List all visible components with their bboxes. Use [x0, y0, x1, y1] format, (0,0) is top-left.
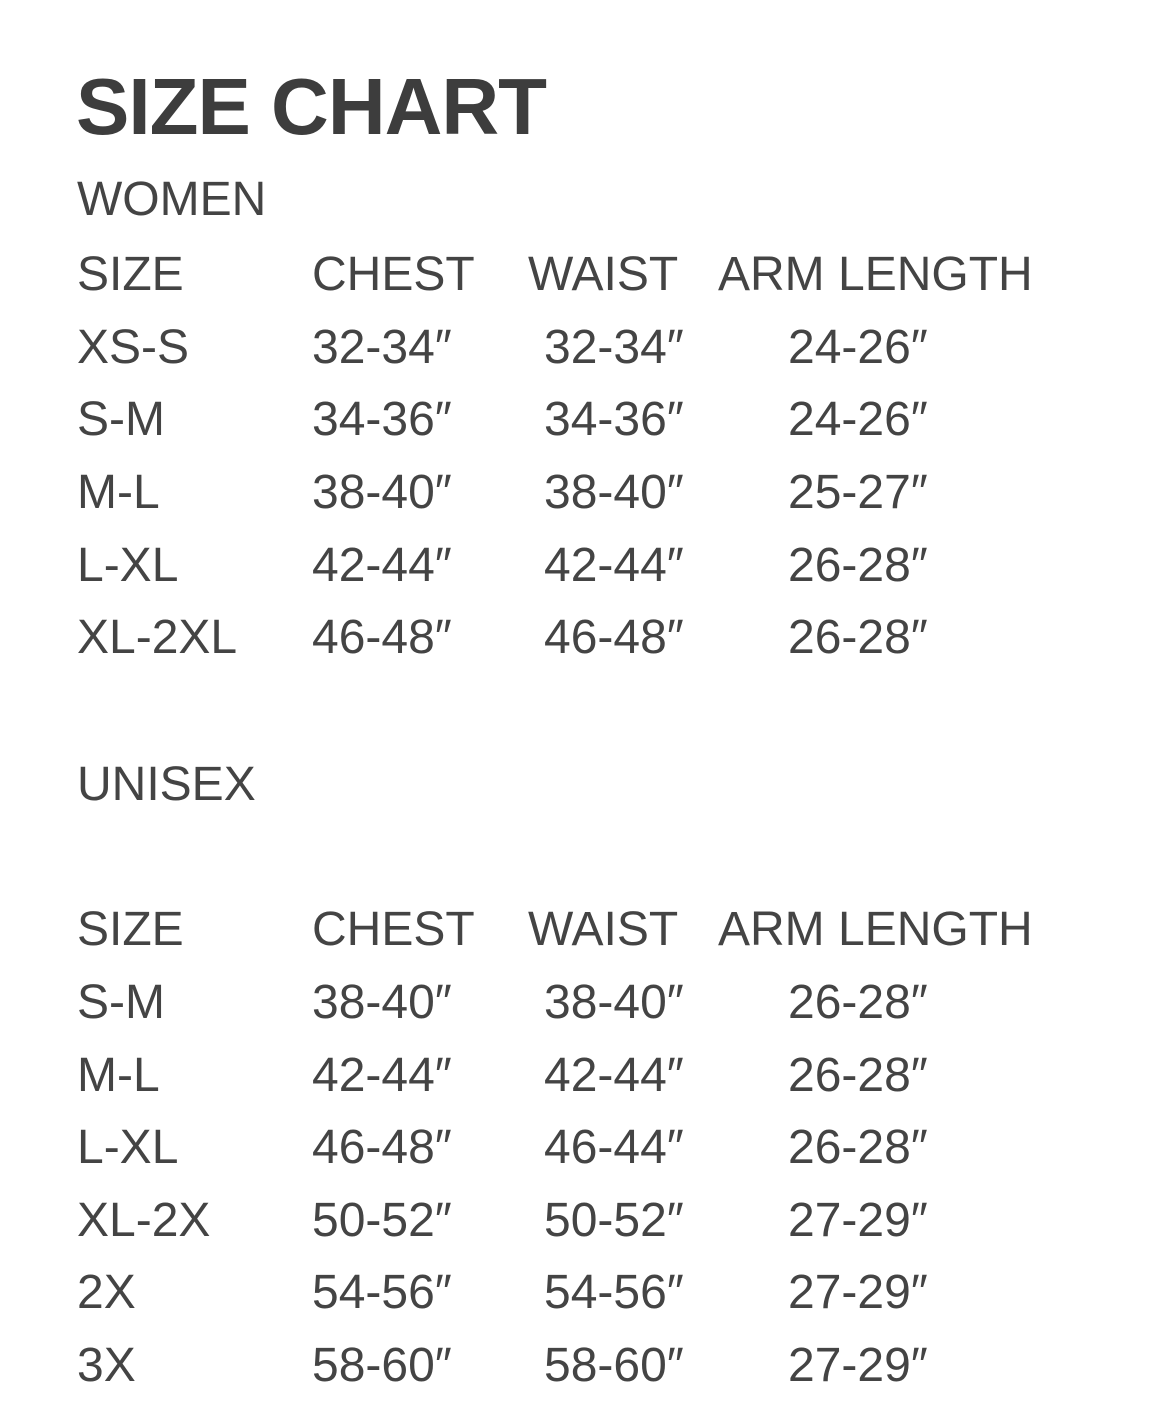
section-label-unisex: UNISEX	[77, 758, 256, 811]
table-cell-waist: 32-34″	[544, 321, 684, 374]
table-cell-arm-length: 26-28″	[788, 976, 928, 1029]
table-cell-waist: 46-44″	[544, 1121, 684, 1174]
table-cell-chest: 50-52″	[312, 1194, 452, 1247]
table-cell-chest: 34-36″	[312, 393, 452, 446]
column-header-waist: WAIST	[528, 248, 679, 301]
table-cell-chest: 46-48″	[312, 611, 452, 664]
table-cell-arm-length: 24-26″	[788, 321, 928, 374]
table-cell-arm-length: 25-27″	[788, 466, 928, 519]
table-cell-waist: 58-60″	[544, 1339, 684, 1392]
table-cell-arm-length: 27-29″	[788, 1266, 928, 1319]
column-header-size: SIZE	[77, 248, 184, 301]
table-cell-size: M-L	[77, 1049, 160, 1102]
table-cell-arm-length: 26-28″	[788, 1121, 928, 1174]
table-cell-waist: 34-36″	[544, 393, 684, 446]
table-cell-size: XL-2XL	[77, 611, 238, 664]
table-cell-chest: 54-56″	[312, 1266, 452, 1319]
table-cell-chest: 42-44″	[312, 539, 452, 592]
column-header-waist: WAIST	[528, 903, 679, 956]
table-cell-waist: 50-52″	[544, 1194, 684, 1247]
table-cell-waist: 54-56″	[544, 1266, 684, 1319]
table-cell-arm-length: 27-29″	[788, 1339, 928, 1392]
table-cell-size: XS-S	[77, 321, 190, 374]
table-cell-arm-length: 26-28″	[788, 1049, 928, 1102]
column-header-chest: CHEST	[312, 903, 475, 956]
table-cell-chest: 38-40″	[312, 976, 452, 1029]
page-title: SIZE CHART	[76, 62, 547, 151]
table-cell-waist: 42-44″	[544, 539, 684, 592]
table-cell-chest: 46-48″	[312, 1121, 452, 1174]
table-cell-waist: 38-40″	[544, 466, 684, 519]
table-cell-arm-length: 26-28″	[788, 611, 928, 664]
column-header-arm-length: ARM LENGTH	[718, 248, 1033, 301]
table-cell-size: L-XL	[77, 1121, 179, 1174]
table-cell-chest: 58-60″	[312, 1339, 452, 1392]
table-cell-waist: 38-40″	[544, 976, 684, 1029]
table-cell-size: 3X	[77, 1339, 136, 1392]
table-cell-size: S-M	[77, 976, 165, 1029]
column-header-size: SIZE	[77, 903, 184, 956]
table-cell-chest: 38-40″	[312, 466, 452, 519]
column-header-chest: CHEST	[312, 248, 475, 301]
table-cell-size: M-L	[77, 466, 160, 519]
table-cell-size: S-M	[77, 393, 165, 446]
column-header-arm-length: ARM LENGTH	[718, 903, 1033, 956]
table-cell-arm-length: 26-28″	[788, 539, 928, 592]
table-cell-arm-length: 24-26″	[788, 393, 928, 446]
table-cell-chest: 42-44″	[312, 1049, 452, 1102]
table-cell-size: 2X	[77, 1266, 136, 1319]
section-label-women: WOMEN	[77, 173, 267, 226]
table-cell-waist: 42-44″	[544, 1049, 684, 1102]
table-cell-arm-length: 27-29″	[788, 1194, 928, 1247]
table-cell-chest: 32-34″	[312, 321, 452, 374]
table-cell-size: L-XL	[77, 539, 179, 592]
table-cell-waist: 46-48″	[544, 611, 684, 664]
table-cell-size: XL-2X	[77, 1194, 211, 1247]
